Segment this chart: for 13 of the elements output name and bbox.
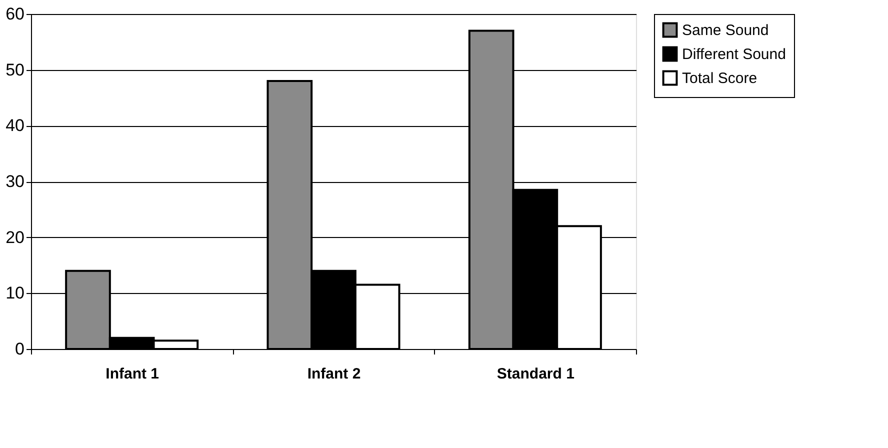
y-tick-label: 0: [15, 340, 24, 358]
x-tick-label: Infant 1: [106, 366, 160, 382]
y-tick-label: 50: [6, 60, 24, 80]
legend-label: Same Sound: [682, 22, 769, 39]
y-tick-label: 20: [6, 228, 24, 247]
legend-label: Different Sound: [682, 46, 786, 63]
x-tick-label: Standard 1: [496, 366, 574, 382]
y-tick-label: 40: [6, 116, 24, 136]
legend-label: Total Score: [682, 70, 758, 87]
x-tick-label: Infant 2: [307, 366, 361, 382]
y-tick-label: 10: [6, 284, 24, 303]
y-tick-label: 60: [6, 4, 24, 24]
y-tick-label: 30: [6, 172, 24, 191]
